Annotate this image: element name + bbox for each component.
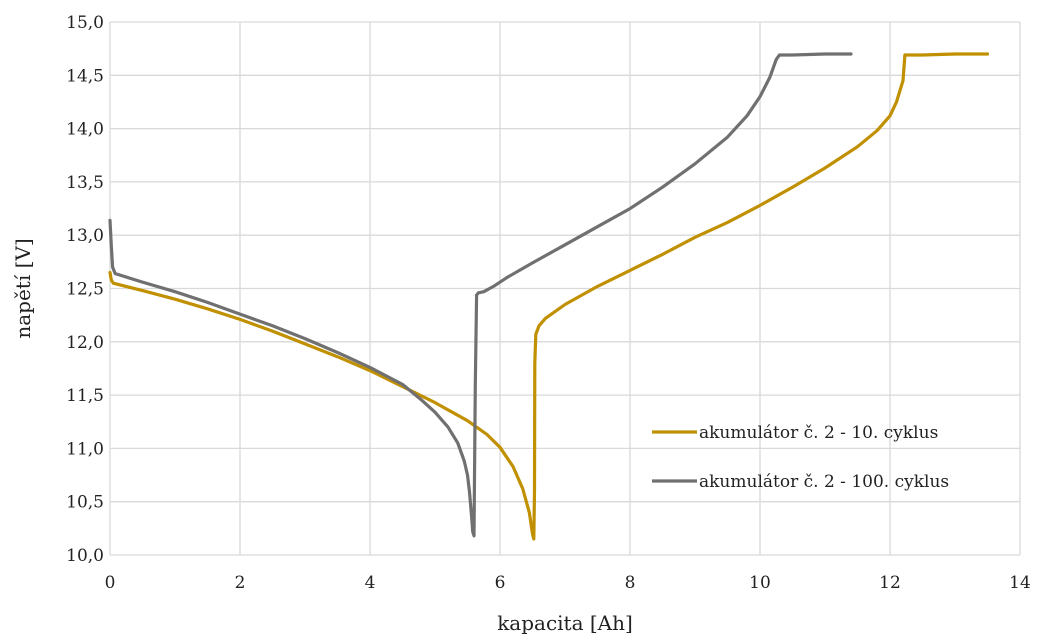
series-lines (108, 52, 990, 541)
y-tick-label: 10,0 (66, 546, 104, 566)
legend-label-2: akumulátor č. 2 - 100. cyklus (699, 472, 949, 492)
y-tick-label: 14,0 (66, 120, 104, 140)
x-tick-label: 6 (495, 573, 506, 593)
x-tick-label: 8 (625, 573, 636, 593)
y-tick-label: 10,5 (66, 493, 104, 513)
y-tick-label: 11,0 (66, 439, 104, 459)
y-tick-label: 14,5 (66, 66, 104, 86)
y-tick-label: 12,0 (66, 333, 104, 353)
y-tick-label: 15,0 (66, 13, 104, 33)
legend: akumulátor č. 2 - 10. cyklus akumulátor č… (652, 423, 949, 492)
y-axis-title: napětí [V] (11, 238, 35, 338)
x-tick-label: 10 (749, 573, 771, 593)
x-tick-label: 12 (879, 573, 901, 593)
series-line-2 (108, 52, 853, 538)
legend-label-1: akumulátor č. 2 - 10. cyklus (699, 423, 938, 443)
y-tick-label: 13,0 (66, 226, 104, 246)
x-tick-label: 14 (1009, 573, 1031, 593)
x-tick-label: 2 (235, 573, 246, 593)
gridlines (109, 21, 1021, 556)
y-tick-label: 11,5 (66, 386, 104, 406)
y-tick-label: 12,5 (66, 280, 104, 300)
x-axis-title: kapacita [Ah] (497, 611, 633, 635)
series-line-1 (108, 52, 990, 541)
y-tick-label: 13,5 (66, 173, 104, 193)
x-tick-label: 4 (365, 573, 376, 593)
axes: 10,0 10,5 11,0 11,5 12,0 12,5 13,0 13,5 14,0 14,5… (66, 13, 1031, 593)
x-tick-label: 0 (105, 573, 116, 593)
